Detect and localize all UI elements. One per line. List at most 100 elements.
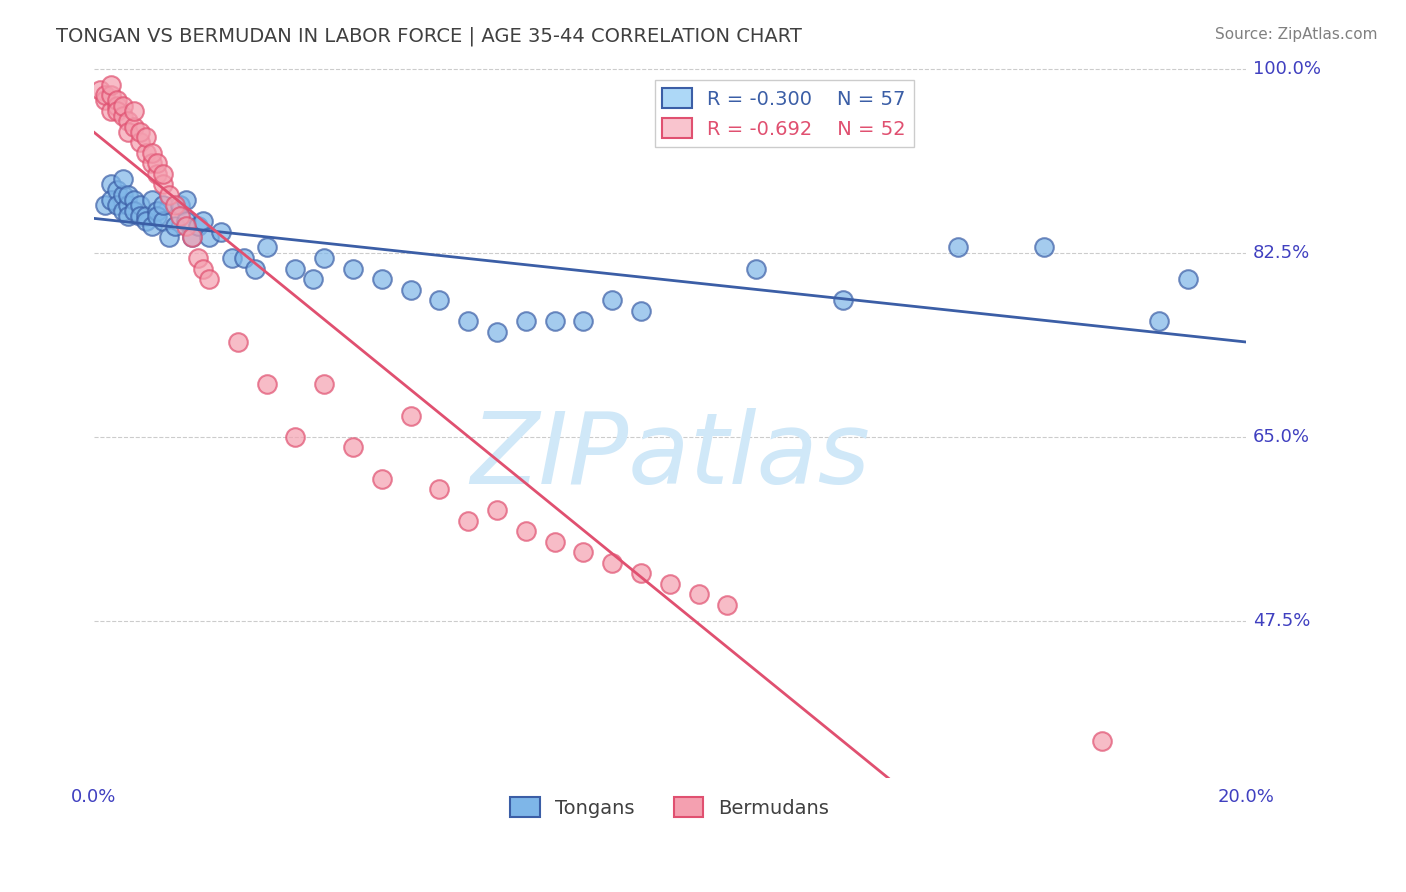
Point: [630, 303, 652, 318]
Point: [94, 93, 117, 107]
Point: [100, 178, 122, 192]
Point: [198, 272, 221, 286]
Point: [284, 261, 307, 276]
Point: [174, 214, 197, 228]
Point: [284, 430, 307, 444]
Point: [111, 172, 134, 186]
Point: [105, 198, 128, 212]
Point: [457, 514, 479, 528]
Point: [515, 524, 537, 539]
Point: [117, 125, 139, 139]
Point: [129, 136, 152, 150]
Point: [122, 120, 145, 134]
Point: [515, 314, 537, 328]
Point: [180, 230, 202, 244]
Point: [572, 314, 595, 328]
Point: [94, 198, 117, 212]
Point: [105, 183, 128, 197]
Point: [129, 198, 152, 212]
Point: [135, 209, 157, 223]
Point: [152, 198, 174, 212]
Point: [301, 272, 323, 286]
Point: [94, 88, 117, 103]
Point: [600, 556, 623, 570]
Point: [152, 214, 174, 228]
Point: [100, 88, 122, 103]
Point: [122, 203, 145, 218]
Point: [117, 188, 139, 202]
Point: [486, 503, 509, 517]
Point: [157, 188, 180, 202]
Point: [105, 103, 128, 118]
Point: [342, 440, 364, 454]
Point: [688, 587, 710, 601]
Point: [457, 314, 479, 328]
Point: [122, 103, 145, 118]
Point: [174, 193, 197, 207]
Point: [314, 377, 336, 392]
Point: [1033, 240, 1056, 254]
Point: [100, 193, 122, 207]
Point: [429, 293, 451, 307]
Text: 82.5%: 82.5%: [1253, 244, 1310, 261]
Point: [122, 193, 145, 207]
Legend: Tongans, Bermudans: Tongans, Bermudans: [503, 789, 837, 826]
Point: [129, 125, 152, 139]
Point: [111, 109, 134, 123]
Point: [399, 409, 422, 423]
Point: [342, 261, 364, 276]
Point: [135, 145, 157, 160]
Point: [831, 293, 853, 307]
Point: [256, 377, 278, 392]
Point: [135, 130, 157, 145]
Text: TONGAN VS BERMUDAN IN LABOR FORCE | AGE 35-44 CORRELATION CHART: TONGAN VS BERMUDAN IN LABOR FORCE | AGE …: [56, 27, 801, 46]
Point: [169, 209, 191, 223]
Point: [146, 156, 169, 170]
Point: [745, 261, 768, 276]
Text: Source: ZipAtlas.com: Source: ZipAtlas.com: [1215, 27, 1378, 42]
Point: [105, 98, 128, 112]
Point: [105, 93, 128, 107]
Point: [371, 472, 394, 486]
Point: [209, 225, 232, 239]
Point: [1177, 272, 1199, 286]
Point: [600, 293, 623, 307]
Point: [1149, 314, 1171, 328]
Point: [111, 203, 134, 218]
Point: [429, 482, 451, 496]
Point: [146, 203, 169, 218]
Point: [198, 230, 221, 244]
Point: [141, 145, 163, 160]
Point: [141, 193, 163, 207]
Point: [135, 214, 157, 228]
Point: [141, 156, 163, 170]
Point: [399, 283, 422, 297]
Point: [187, 219, 209, 234]
Text: ZIPatlas: ZIPatlas: [470, 409, 870, 505]
Point: [100, 78, 122, 92]
Point: [157, 230, 180, 244]
Point: [89, 83, 111, 97]
Point: [232, 251, 254, 265]
Point: [117, 209, 139, 223]
Text: 65.0%: 65.0%: [1253, 427, 1310, 446]
Point: [946, 240, 969, 254]
Point: [146, 167, 169, 181]
Point: [146, 209, 169, 223]
Point: [630, 566, 652, 581]
Point: [193, 261, 215, 276]
Point: [117, 198, 139, 212]
Point: [141, 219, 163, 234]
Point: [256, 240, 278, 254]
Point: [716, 598, 738, 612]
Point: [117, 114, 139, 128]
Point: [129, 209, 152, 223]
Point: [221, 251, 243, 265]
Point: [543, 314, 565, 328]
Point: [174, 219, 197, 234]
Text: 100.0%: 100.0%: [1253, 60, 1320, 78]
Point: [163, 219, 186, 234]
Point: [572, 545, 595, 559]
Point: [243, 261, 266, 276]
Point: [187, 251, 209, 265]
